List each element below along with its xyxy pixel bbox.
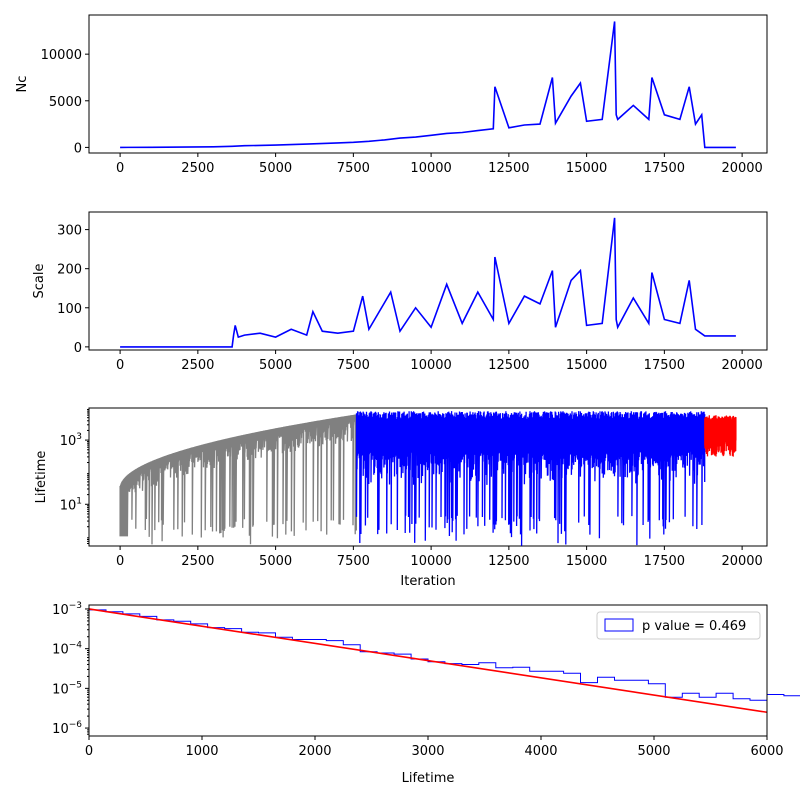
x-tick-label: 17500	[644, 358, 685, 373]
x-tick-label: 20000	[721, 554, 762, 569]
y-ticks-lifetime: 101 103	[60, 408, 89, 544]
x-tick-label: 0	[116, 358, 124, 373]
y-tick-label: 100	[57, 302, 82, 317]
x-tick-label: 10000	[410, 554, 451, 569]
series-lifetime	[119, 411, 737, 546]
x-tick-label: 4000	[524, 744, 557, 759]
y-tick-label: 0	[74, 341, 82, 356]
x-tick-label: 20000	[721, 161, 762, 176]
y-ticks-histogram: 10−6 10−5 10−4 10−3	[52, 601, 89, 737]
y-tick-label: 10−6	[52, 720, 82, 737]
y-tick-label: 10−5	[52, 680, 82, 697]
lifetime-trace	[704, 415, 737, 457]
legend-swatch	[604, 618, 634, 632]
x-tick-label: 6000	[750, 744, 783, 759]
y-tick-label: 101	[60, 496, 82, 513]
x-ticks-histogram: 0 1000 2000 3000 4000 5000 6000	[85, 736, 784, 759]
y-tick-label: 300	[57, 224, 82, 239]
x-tick-label: 2500	[181, 358, 214, 373]
y-tick-label: 0	[74, 141, 82, 156]
x-tick-label: 0	[85, 744, 93, 759]
legend-box	[596, 611, 761, 640]
x-tick-label: 5000	[259, 161, 292, 176]
x-tick-label: 10000	[410, 358, 451, 373]
x-tick-label: 7500	[337, 554, 370, 569]
x-tick-label: 2500	[181, 161, 214, 176]
x-tick-label: 10000	[410, 161, 451, 176]
x-tick-label: 5000	[259, 358, 292, 373]
y-tick-label: 200	[57, 263, 82, 278]
panel-scale: 0 2500 5000 7500 10000 12500 15000 17500 20000 0…	[32, 211, 768, 373]
axes-frame-nc	[88, 14, 768, 154]
y-tick-label: 10−4	[52, 641, 82, 658]
x-tick-label: 5000	[259, 554, 292, 569]
x-tick-label: 12500	[488, 554, 529, 569]
series-nc	[120, 21, 736, 149]
x-tick-label: 17500	[644, 554, 685, 569]
y-axis-label-scale: Scale	[32, 264, 47, 299]
x-axis-label-iteration: Iteration	[400, 574, 455, 589]
x-tick-label: 20000	[721, 358, 762, 373]
x-tick-label: 3000	[411, 744, 444, 759]
x-tick-label: 12500	[488, 358, 529, 373]
x-ticks-lifetime: 0 2500 5000 7500 10000 12500 15000 17500 20000	[116, 546, 763, 569]
x-ticks-nc: 0 2500 5000 7500 10000 12500 15000 17500 20000	[116, 153, 763, 176]
x-ticks-scale: 0 2500 5000 7500 10000 12500 15000 17500 20000	[116, 350, 763, 373]
y-ticks-scale: 0 100 200 300	[57, 224, 89, 356]
x-tick-label: 7500	[337, 161, 370, 176]
legend: p value = 0.469	[596, 611, 761, 640]
x-tick-label: 15000	[566, 554, 607, 569]
y-tick-label: 103	[60, 432, 82, 449]
x-tick-label: 15000	[566, 161, 607, 176]
lifetime-trace	[355, 411, 706, 546]
x-axis-label-lifetime: Lifetime	[402, 771, 455, 786]
y-axis-label-lifetime: Lifetime	[34, 451, 49, 504]
panel-nc: 0 2500 5000 7500 10000 12500 15000 17500 20000 0…	[15, 14, 768, 176]
x-tick-label: 12500	[488, 161, 529, 176]
panel-lifetime: 0 2500 5000 7500 10000 12500 15000 17500 20000 1…	[34, 407, 768, 589]
x-tick-label: 2000	[298, 744, 331, 759]
series-line	[120, 217, 736, 348]
series-scale	[120, 217, 736, 348]
x-tick-label: 15000	[566, 358, 607, 373]
x-tick-label: 7500	[337, 358, 370, 373]
axes-frame-scale	[88, 211, 768, 351]
lifetime-trace	[119, 414, 357, 545]
x-tick-label: 1000	[185, 744, 218, 759]
y-axis-label-nc: Nc	[15, 76, 30, 93]
y-tick-label: 5000	[49, 95, 82, 110]
y-ticks-nc: 0 5000 10000	[41, 48, 89, 156]
y-tick-label: 10−3	[52, 601, 82, 618]
legend-label: p value = 0.469	[642, 619, 746, 634]
fit-line	[88, 608, 768, 714]
x-tick-label: 0	[116, 161, 124, 176]
x-tick-label: 17500	[644, 161, 685, 176]
x-tick-label: 0	[116, 554, 124, 569]
panel-histogram: 0 1000 2000 3000 4000 5000 6000 10−610−510−410…	[52, 601, 800, 786]
y-tick-label: 10000	[41, 48, 82, 63]
series-line	[120, 21, 736, 149]
x-tick-label: 2500	[181, 554, 214, 569]
histogram-steps	[88, 609, 800, 736]
series-histogram	[88, 608, 800, 736]
x-tick-label: 5000	[637, 744, 670, 759]
